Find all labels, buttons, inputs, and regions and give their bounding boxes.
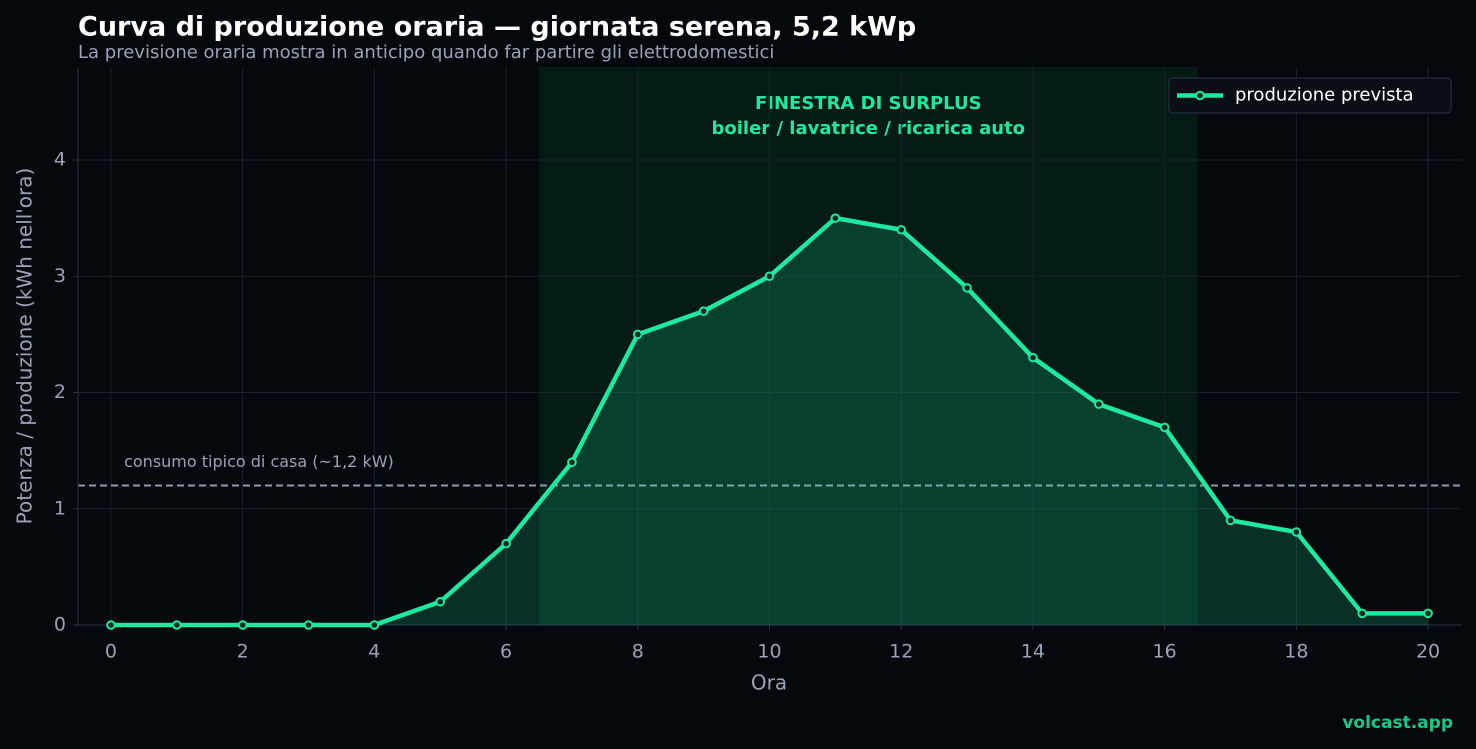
marker <box>237 620 248 630</box>
chart-subtitle: La previsione oraria mostra in anticipo … <box>78 42 774 63</box>
marker <box>830 213 841 223</box>
x-axis-label: Ora <box>751 671 787 695</box>
y-tick-label: 0 <box>54 614 66 636</box>
legend-label: produzione prevista <box>1235 85 1414 106</box>
marker <box>1159 422 1170 433</box>
y-tick-label: 4 <box>54 149 66 171</box>
marker <box>567 457 577 468</box>
area <box>110 218 1429 625</box>
marker <box>896 224 907 235</box>
marker <box>1291 527 1302 537</box>
x-tick-label: 16 <box>1153 641 1177 663</box>
x-tick-label: 4 <box>368 641 380 663</box>
legend-box <box>1168 77 1452 114</box>
reference-label: consumo tipico di casa (~1,2 kW) <box>124 452 394 471</box>
marker <box>764 271 775 282</box>
marker <box>171 620 182 630</box>
legend-swatch <box>1195 90 1205 101</box>
x-tick-label: 0 <box>105 641 117 663</box>
y-tick-label: 2 <box>54 381 66 403</box>
marker <box>1028 352 1038 363</box>
marker <box>303 620 314 630</box>
marker <box>369 620 380 630</box>
marker <box>698 306 709 316</box>
x-tick-label: 10 <box>757 641 781 663</box>
x-tick-label: 14 <box>1021 641 1045 663</box>
marker <box>106 620 116 630</box>
y-tick-label: 3 <box>54 265 66 287</box>
y-tick-label: 1 <box>54 497 66 519</box>
x-tick-label: 20 <box>1416 641 1440 663</box>
x-tick-label: 2 <box>237 641 249 663</box>
marker <box>1423 608 1433 619</box>
x-tick-label: 18 <box>1284 641 1308 663</box>
x-tick-label: 8 <box>632 641 644 663</box>
span-label: boiler / lavatrice / ricarica auto <box>712 118 1026 139</box>
marker <box>632 329 643 340</box>
footer: volcast.app <box>1342 713 1453 733</box>
marker <box>1357 608 1368 619</box>
marker <box>435 596 446 607</box>
y-axis-label: Potenza / produzione (kWh nell'ora) <box>13 168 37 525</box>
marker <box>1093 399 1104 409</box>
marker <box>501 538 511 549</box>
chart-title: Curva di produzione oraria — giornata se… <box>78 12 916 43</box>
marker <box>1225 515 1236 526</box>
marker <box>962 283 972 293</box>
x-tick-label: 12 <box>889 641 913 663</box>
x-tick-label: 6 <box>500 641 512 663</box>
span-label: FINESTRA DI SURPLUS <box>755 93 982 114</box>
